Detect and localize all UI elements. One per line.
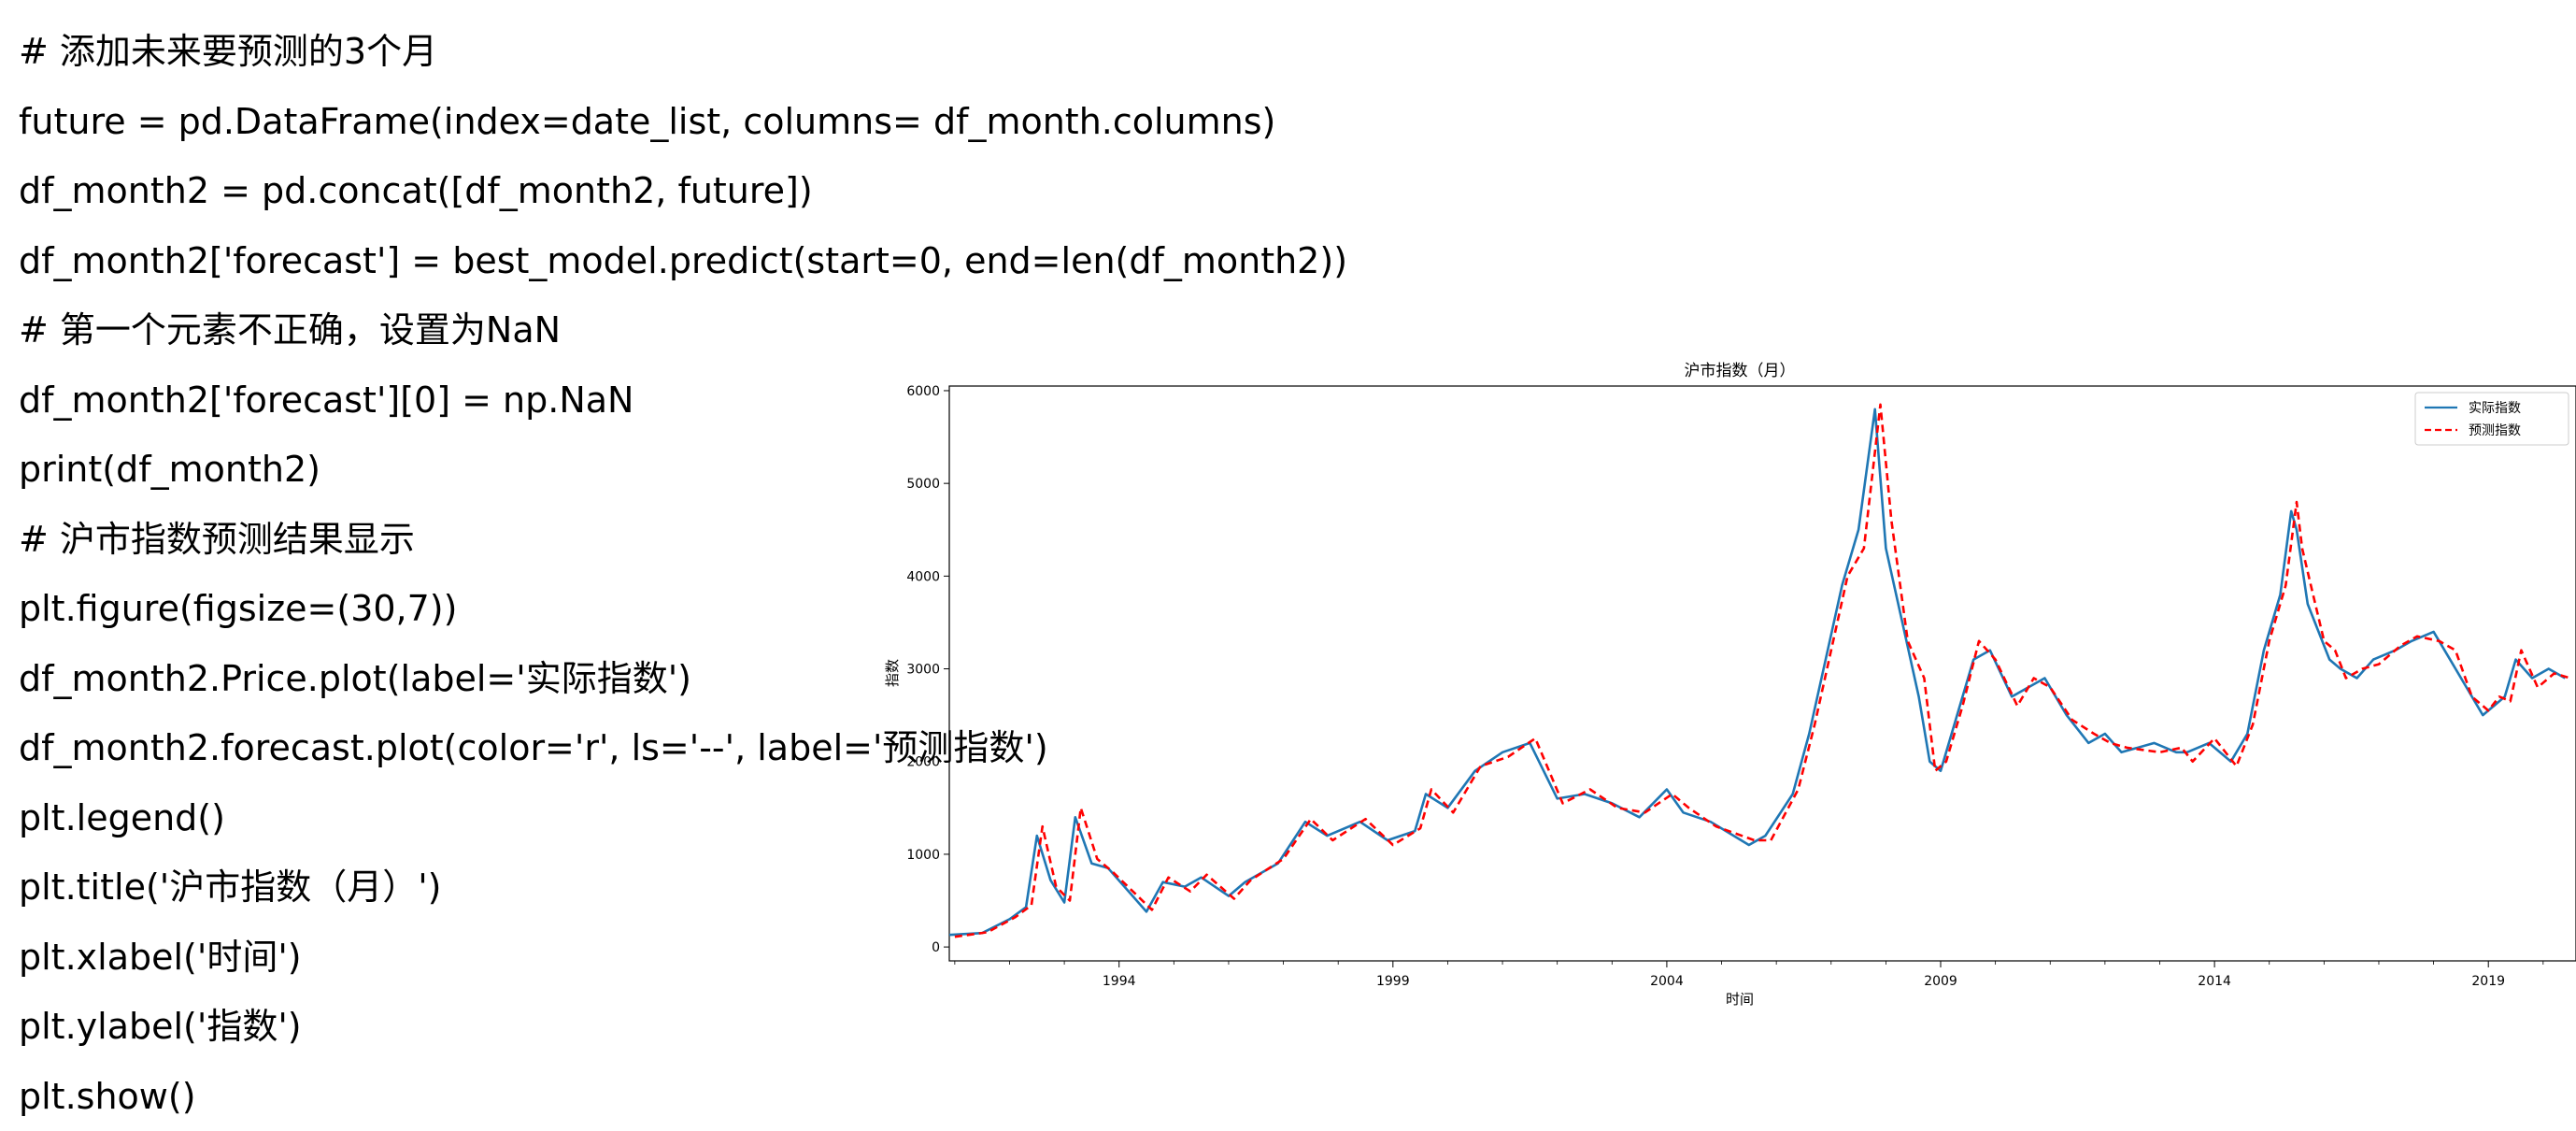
code-line: plt.show() (19, 1062, 1046, 1131)
code-line: df_month2['forecast'] = best_model.predi… (19, 226, 1046, 296)
code-line: plt.legend() (19, 783, 1046, 853)
x-axis-label: 时间 (1726, 991, 1754, 1008)
code-line: df_month2 = pd.concat([df_month2, future… (19, 156, 1046, 226)
code-line: print(df_month2) (19, 435, 1046, 505)
code-line: # 第一个元素不正确，设置为NaN (19, 295, 1046, 365)
code-line: df_month2.Price.plot(label='实际指数') (19, 644, 1046, 714)
x-tick-label: 1999 (1376, 974, 1410, 989)
code-line: plt.xlabel('时间') (19, 923, 1046, 993)
legend-label-actual: 实际指数 (2469, 401, 2521, 416)
chart-title: 沪市指数（月） (1685, 362, 1796, 380)
x-tick-label: 2009 (1924, 974, 1957, 989)
x-tick-label: 1994 (1103, 974, 1136, 989)
chart-legend: 实际指数 预测指数 (2415, 393, 2569, 445)
code-line: df_month2.forecast.plot(color='r', ls='-… (19, 713, 1046, 783)
x-tick-label: 2014 (2198, 974, 2231, 989)
legend-label-forecast: 预测指数 (2469, 423, 2521, 438)
code-line: plt.ylabel('指数') (19, 992, 1046, 1062)
code-line: plt.figure(figsize=(30,7)) (19, 574, 1046, 644)
x-axis: 1994 1999 2004 2009 2014 2019 (1103, 961, 2505, 989)
plot-frame (949, 386, 2576, 961)
code-line: plt.title('沪市指数（月）') (19, 852, 1046, 923)
x-tick-label: 2004 (1650, 974, 1684, 989)
code-line: df_month2['forecast'][0] = np.NaN (19, 365, 1046, 436)
code-line: # 沪市指数预测结果显示 (19, 505, 1046, 575)
x-tick-label: 2019 (2471, 974, 2505, 989)
code-line: # 添加未来要预测的3个月 (19, 17, 1046, 87)
code-line: future = pd.DataFrame(index=date_list, c… (19, 87, 1046, 157)
